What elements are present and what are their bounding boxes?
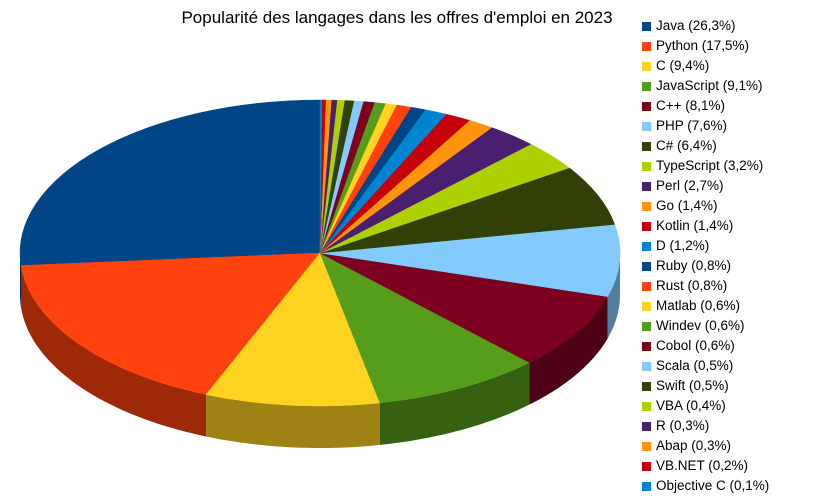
pie-slice-javascript [319, 252, 531, 404]
legend-label: Python (17,5%) [656, 38, 750, 53]
legend-swatch [642, 481, 651, 491]
legend-item: Matlab (0,6%) [642, 296, 769, 316]
legend-swatch [642, 241, 651, 251]
legend-label: Go (1,4%) [656, 198, 718, 213]
legend-label: C (9,4%) [656, 58, 710, 73]
legend-item: R (0,3%) [642, 416, 769, 436]
legend-swatch [642, 461, 651, 471]
pie-side-c- [529, 296, 608, 405]
legend-swatch [642, 221, 651, 231]
legend-item: TypeScript (3,2%) [642, 156, 769, 176]
legend-label: C++ (8,1%) [656, 98, 726, 113]
legend-swatch [642, 61, 651, 71]
legend-swatch [642, 141, 651, 151]
legend-item: Ruby (0,8%) [642, 256, 769, 276]
legend-swatch [642, 81, 651, 91]
legend-label: Kotlin (1,4%) [656, 218, 734, 233]
legend-swatch [642, 341, 651, 351]
legend-item: C (9,4%) [642, 56, 769, 76]
legend-swatch [642, 161, 651, 171]
legend-item: Swift (0,5%) [642, 376, 769, 396]
pie-side-javascript [379, 362, 530, 445]
legend-swatch [642, 281, 651, 291]
legend-item: VB.NET (0,2%) [642, 456, 769, 476]
legend-label: JavaScript (9,1%) [656, 78, 763, 93]
legend-label: C# (6,4%) [656, 138, 717, 153]
legend-item: VBA (0,4%) [642, 396, 769, 416]
legend-label: Windev (0,6%) [656, 318, 745, 333]
legend-label: PHP (7,6%) [656, 118, 728, 133]
legend-swatch [642, 201, 651, 211]
legend-label: Rust (0,8%) [656, 278, 728, 293]
legend-item: C# (6,4%) [642, 136, 769, 156]
legend-label: Perl (2,7%) [656, 178, 724, 193]
legend-item: Java (26,3%) [642, 16, 769, 36]
legend-label: VB.NET (0,2%) [656, 458, 749, 473]
pie-slice-python [20, 252, 321, 395]
pie-side-php [607, 253, 620, 339]
legend-item: Perl (2,7%) [642, 176, 769, 196]
legend-swatch [642, 381, 651, 391]
legend-item: Scala (0,5%) [642, 356, 769, 376]
legend-swatch [642, 441, 651, 451]
legend-swatch [642, 321, 651, 331]
legend-label: Ruby (0,8%) [656, 258, 732, 273]
legend-swatch [642, 401, 651, 411]
legend-label: R (0,3%) [656, 418, 710, 433]
pie-side-python [21, 265, 207, 437]
legend-label: Matlab (0,6%) [656, 298, 741, 313]
legend-label: Scala (0,5%) [656, 358, 734, 373]
pie-slice-php [319, 224, 621, 297]
legend-swatch [642, 101, 651, 111]
legend-item: D (1,2%) [642, 236, 769, 256]
pie-side-faces [20, 253, 620, 448]
pie-side-c [206, 394, 380, 448]
chart-title: Popularité des langages dans les offres … [181, 8, 612, 27]
legend-swatch [642, 421, 651, 431]
legend-swatch [642, 121, 651, 131]
legend-swatch [642, 261, 651, 271]
pie-slice-c- [319, 252, 608, 363]
legend-item: Windev (0,6%) [642, 316, 769, 336]
legend-item: Cobol (0,6%) [642, 336, 769, 356]
legend-item: PHP (7,6%) [642, 116, 769, 136]
legend-label: Java (26,3%) [656, 18, 736, 33]
legend-item: Abap (0,3%) [642, 436, 769, 456]
pie-slice-c [205, 252, 381, 407]
pie-top-faces [19, 99, 621, 407]
legend-item: Rust (0,8%) [642, 276, 769, 296]
pie-slice-java [19, 99, 321, 266]
legend-swatch [642, 21, 651, 31]
legend-label: D (1,2%) [656, 238, 710, 253]
legend-swatch [642, 361, 651, 371]
pie-slice-objective-c [319, 99, 323, 254]
legend-item: C++ (8,1%) [642, 96, 769, 116]
legend-swatch [642, 41, 651, 51]
legend-label: Objective C (0,1%) [656, 478, 770, 493]
legend-label: Swift (0,5%) [656, 378, 729, 393]
legend-label: VBA (0,4%) [656, 398, 726, 413]
legend-label: Abap (0,3%) [656, 438, 732, 453]
legend-item: Kotlin (1,4%) [642, 216, 769, 236]
legend-swatch [642, 301, 651, 311]
legend: Java (26,3%) Python (17,5%) C (9,4%) JavaSc… [642, 16, 769, 496]
legend-item: Python (17,5%) [642, 36, 769, 56]
pie-slice-c- [319, 167, 616, 254]
legend-swatch [642, 181, 651, 191]
legend-item: JavaScript (9,1%) [642, 76, 769, 96]
legend-label: Cobol (0,6%) [656, 338, 735, 353]
pie-side-java [20, 253, 21, 308]
legend-label: TypeScript (3,2%) [656, 158, 764, 173]
legend-item: Go (1,4%) [642, 196, 769, 216]
legend-item: Objective C (0,1%) [642, 476, 769, 496]
